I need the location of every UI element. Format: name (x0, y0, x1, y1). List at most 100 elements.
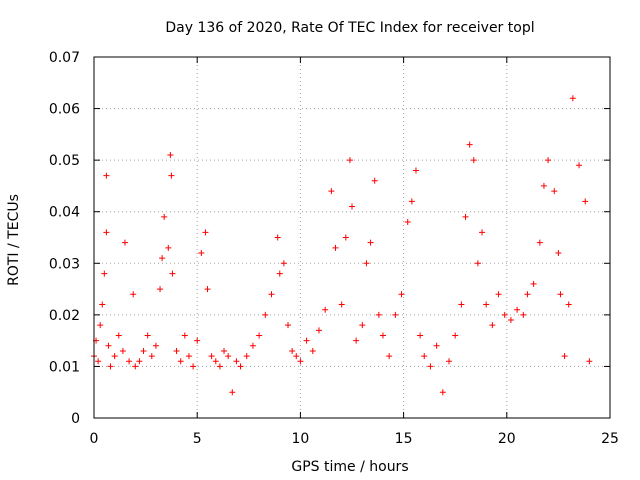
axis-ticks (93, 56, 611, 419)
data-point (386, 353, 393, 360)
data-point (202, 229, 209, 236)
data-point (458, 301, 465, 308)
data-point (173, 347, 180, 354)
data-point (221, 347, 228, 354)
data-point (433, 342, 440, 349)
data-point (212, 358, 219, 365)
data-point (367, 239, 374, 246)
data-point (408, 198, 415, 205)
data-point (168, 172, 175, 179)
data-point (119, 347, 126, 354)
data-point (309, 347, 316, 354)
data-point (379, 332, 386, 339)
data-point (582, 198, 589, 205)
data-point (243, 353, 250, 360)
data-point (95, 358, 102, 365)
data-point (204, 286, 211, 293)
data-point (161, 213, 168, 220)
data-point (417, 332, 424, 339)
data-point (565, 301, 572, 308)
data-point (225, 353, 232, 360)
data-point (303, 337, 310, 344)
data-point (274, 234, 281, 241)
plot-frame (93, 56, 611, 419)
y-tick-label: 0.03 (49, 256, 80, 272)
data-point (474, 260, 481, 267)
data-point (561, 353, 568, 360)
data-point (216, 363, 223, 370)
data-point (514, 306, 521, 313)
data-point (208, 353, 215, 360)
x-tick-label: 25 (601, 431, 619, 447)
x-tick-label: 20 (498, 431, 516, 447)
y-tick-label: 0.06 (49, 102, 80, 118)
data-point (181, 332, 188, 339)
data-point (452, 332, 459, 339)
x-tick-label: 5 (193, 431, 202, 447)
data-point (557, 291, 564, 298)
data-point (130, 291, 137, 298)
y-tick-label: 0.07 (49, 50, 80, 66)
y-tick-label: 0.05 (49, 153, 80, 169)
grid-layer (94, 57, 610, 418)
data-point (398, 291, 405, 298)
x-tick-label: 15 (395, 431, 413, 447)
data-point (276, 270, 283, 277)
data-point (545, 157, 552, 164)
data-point (421, 353, 428, 360)
data-point (229, 389, 236, 396)
data-point (371, 177, 378, 184)
data-point (540, 182, 547, 189)
data-point (115, 332, 122, 339)
data-point (249, 342, 256, 349)
data-point (167, 151, 174, 158)
data-point (144, 332, 151, 339)
data-point (342, 234, 349, 241)
data-point (136, 358, 143, 365)
data-point (140, 347, 147, 354)
data-point (446, 358, 453, 365)
data-point (233, 358, 240, 365)
data-point (169, 270, 176, 277)
data-point (99, 301, 106, 308)
data-point (349, 203, 355, 210)
data-point (462, 213, 469, 220)
data-point (190, 363, 197, 370)
data-point (148, 353, 155, 360)
data-point (289, 347, 296, 354)
data-point (466, 141, 473, 148)
data-point (256, 332, 263, 339)
data-point (404, 219, 411, 226)
data-point (315, 327, 322, 334)
data-point (165, 244, 172, 251)
x-tick-label: 10 (291, 431, 309, 447)
x-tick-labels: 0 5 10 15 20 25 (90, 431, 619, 447)
data-point (293, 353, 300, 360)
data-point (105, 342, 112, 349)
data-point (237, 363, 244, 370)
data-point (392, 311, 399, 318)
data-point (569, 95, 576, 102)
data-point (159, 255, 166, 262)
data-point (322, 306, 329, 313)
data-point (152, 342, 159, 349)
y-tick-label: 0.02 (49, 308, 80, 324)
y-tick-label: 0.04 (49, 205, 80, 221)
x-tick-label: 0 (90, 431, 99, 447)
y-tick-label: 0 (71, 411, 80, 427)
data-point (103, 229, 110, 236)
data-point (530, 280, 537, 287)
data-point (489, 322, 496, 329)
data-point (375, 311, 382, 318)
data-point (363, 260, 370, 267)
data-point (262, 311, 269, 318)
data-point (107, 363, 114, 370)
data-point (121, 239, 128, 246)
data-point (507, 317, 514, 324)
data-point (338, 301, 345, 308)
chart-title: Day 136 of 2020, Rate Of TEC Index for r… (165, 20, 534, 36)
data-point (501, 311, 508, 318)
data-point (576, 162, 583, 169)
y-tick-labels: 0 0.01 0.02 0.03 0.04 0.05 0.06 0.07 (49, 50, 80, 427)
